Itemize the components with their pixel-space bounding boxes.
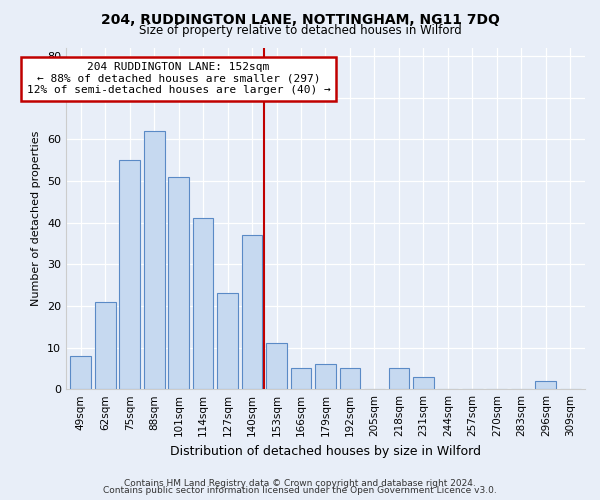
Y-axis label: Number of detached properties: Number of detached properties	[31, 130, 41, 306]
Bar	[95, 302, 116, 389]
Text: Size of property relative to detached houses in Wilford: Size of property relative to detached ho…	[139, 24, 461, 37]
Text: Contains HM Land Registry data © Crown copyright and database right 2024.: Contains HM Land Registry data © Crown c…	[124, 478, 476, 488]
Text: 204, RUDDINGTON LANE, NOTTINGHAM, NG11 7DQ: 204, RUDDINGTON LANE, NOTTINGHAM, NG11 7…	[101, 12, 499, 26]
Text: Contains public sector information licensed under the Open Government Licence v3: Contains public sector information licen…	[103, 486, 497, 495]
Bar	[168, 176, 189, 389]
Bar	[290, 368, 311, 389]
Bar	[315, 364, 336, 389]
Bar	[266, 344, 287, 389]
Bar	[70, 356, 91, 389]
Text: 204 RUDDINGTON LANE: 152sqm
← 88% of detached houses are smaller (297)
12% of se: 204 RUDDINGTON LANE: 152sqm ← 88% of det…	[27, 62, 331, 96]
Bar	[119, 160, 140, 389]
Bar	[193, 218, 214, 389]
Bar	[413, 376, 434, 389]
Bar	[389, 368, 409, 389]
Bar	[217, 294, 238, 389]
Bar	[144, 131, 164, 389]
X-axis label: Distribution of detached houses by size in Wilford: Distribution of detached houses by size …	[170, 444, 481, 458]
Bar	[340, 368, 361, 389]
Bar	[242, 235, 262, 389]
Bar	[535, 381, 556, 389]
